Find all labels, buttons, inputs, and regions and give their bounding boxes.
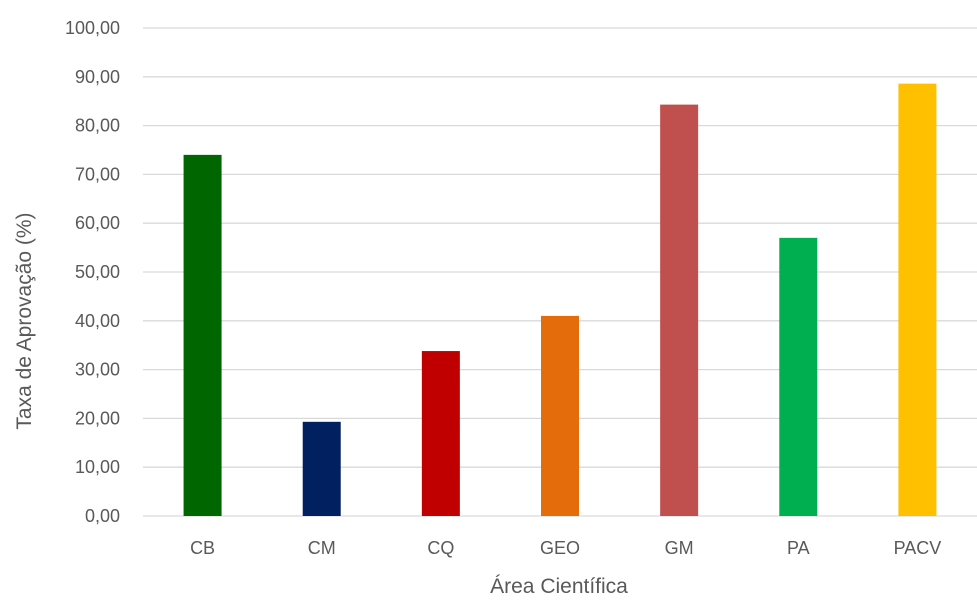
x-axis-title: Área Científica <box>490 575 628 598</box>
bar-gm <box>660 104 699 516</box>
y-tick-label: 100,00 <box>65 18 120 38</box>
y-tick-label: 0,00 <box>85 506 120 526</box>
bar-pa <box>779 237 818 516</box>
y-tick-labels: 0,00 10,00 20,00 30,00 40,00 50,00 60,00 70,00 8… <box>65 18 120 526</box>
y-tick-label: 60,00 <box>75 213 120 233</box>
y-tick-label: 70,00 <box>75 164 120 184</box>
x-category-label: GEO <box>540 538 580 558</box>
x-category-label: PACV <box>894 538 942 558</box>
bars <box>183 83 937 516</box>
y-axis-title: Taxa de Aprovação (%) <box>13 212 36 429</box>
x-category-label: CM <box>308 538 336 558</box>
bar-cq <box>421 351 460 516</box>
x-category-label: CB <box>190 538 215 558</box>
x-category-label: GM <box>665 538 694 558</box>
bar-cb <box>183 154 222 516</box>
x-category-label: CQ <box>427 538 454 558</box>
bar-pacv <box>898 83 937 516</box>
y-tick-label: 10,00 <box>75 457 120 477</box>
y-tick-label: 40,00 <box>75 311 120 331</box>
y-tick-label: 80,00 <box>75 116 120 136</box>
y-tick-label: 30,00 <box>75 360 120 380</box>
bar-cm <box>302 421 341 516</box>
y-tick-label: 50,00 <box>75 262 120 282</box>
x-category-labels: CB CM CQ GEO GM PA PACV <box>190 538 941 558</box>
x-category-label: PA <box>787 538 810 558</box>
bar-geo <box>541 315 579 516</box>
y-tick-label: 20,00 <box>75 408 120 428</box>
y-tick-label: 90,00 <box>75 67 120 87</box>
